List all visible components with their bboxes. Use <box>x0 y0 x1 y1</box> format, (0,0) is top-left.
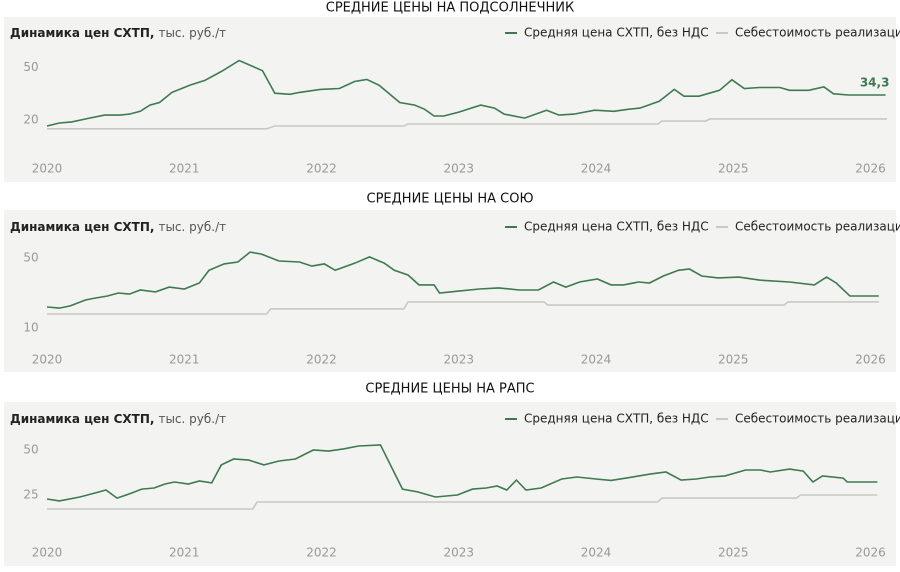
series-line <box>46 444 878 502</box>
x-tick-label: 2026 <box>855 546 886 560</box>
x-tick-label: 2021 <box>169 353 200 367</box>
y-tick-label: 10 <box>23 321 38 335</box>
x-tick-label: 2021 <box>169 162 200 176</box>
x-tick-label: 2025 <box>718 546 749 560</box>
y-label-unit: тыс. руб./т <box>158 412 226 426</box>
y-axis-label: Динамика цен СХТП, тыс. руб./т <box>10 220 226 234</box>
panel <box>4 402 896 566</box>
value-label: 34,3 <box>860 75 890 89</box>
x-tick-label: 2025 <box>718 162 749 176</box>
x-tick-label: 2022 <box>306 353 337 367</box>
y-label-unit: тыс. руб./т <box>158 26 226 40</box>
x-tick-label: 2026 <box>855 353 886 367</box>
x-tick-label: 2022 <box>306 546 337 560</box>
x-tick-label: 2020 <box>32 353 63 367</box>
chart-title: СРЕДНИЕ ЦЕНЫ НА РАПС <box>365 382 534 397</box>
y-tick-label: 50 <box>23 60 38 74</box>
x-tick-label: 2024 <box>581 353 612 367</box>
chart: СРЕДНИЕ ЦЕНЫ НА ПОДСОЛНЕЧНИК Динамика цен… <box>4 1 900 182</box>
series-line <box>46 59 886 127</box>
panel <box>4 17 896 182</box>
y-axis-label: Динамика цен СХТП, тыс. руб./т <box>10 26 226 40</box>
series-line <box>47 118 887 130</box>
series-line <box>46 251 879 309</box>
chart-title: СРЕДНИЕ ЦЕНЫ НА ПОДСОЛНЕЧНИК <box>326 1 575 16</box>
legend-label: Себестоимость реализации <box>735 26 900 40</box>
y-label-main: Динамика цен СХТП, <box>10 412 154 426</box>
x-tick-label: 2023 <box>443 353 474 367</box>
legend-label: Себестоимость реализации <box>735 412 900 426</box>
y-tick-label: 50 <box>23 443 38 457</box>
y-tick-label: 25 <box>23 488 38 502</box>
x-tick-label: 2023 <box>443 546 474 560</box>
x-tick-label: 2024 <box>581 162 612 176</box>
x-tick-label: 2022 <box>306 162 337 176</box>
x-tick-label: 2026 <box>855 162 886 176</box>
chart: СРЕДНИЕ ЦЕНЫ НА РАПС Динамика цен СХТП, ты… <box>4 382 900 566</box>
y-tick-label: 50 <box>23 251 38 265</box>
series-line <box>47 494 878 510</box>
chart: СРЕДНИЕ ЦЕНЫ НА СОЮ Динамика цен СХТП, тыс… <box>4 192 900 372</box>
y-axis-label: Динамика цен СХТП, тыс. руб./т <box>10 412 226 426</box>
y-label-main: Динамика цен СХТП, <box>10 220 154 234</box>
x-tick-label: 2023 <box>443 162 474 176</box>
y-label-unit: тыс. руб./т <box>158 220 226 234</box>
legend-label: Средняя цена СХТП, без НДС <box>524 412 709 426</box>
legend-label: Себестоимость реализации <box>735 220 900 234</box>
x-tick-label: 2025 <box>718 353 749 367</box>
x-tick-label: 2020 <box>32 546 63 560</box>
x-tick-label: 2021 <box>169 546 200 560</box>
series-line <box>47 301 879 315</box>
y-tick-label: 20 <box>23 113 38 127</box>
legend-label: Средняя цена СХТП, без НДС <box>524 26 709 40</box>
chart-title: СРЕДНИЕ ЦЕНЫ НА СОЮ <box>367 192 534 207</box>
y-label-main: Динамика цен СХТП, <box>10 26 154 40</box>
x-tick-label: 2024 <box>581 546 612 560</box>
x-tick-label: 2020 <box>32 162 63 176</box>
legend-label: Средняя цена СХТП, без НДС <box>524 220 709 234</box>
